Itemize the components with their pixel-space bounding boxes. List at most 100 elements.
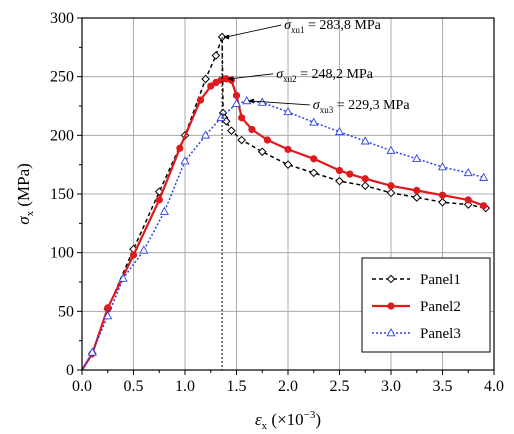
annotation-value: = 248,2 MPa bbox=[297, 67, 374, 82]
x-axis-unit: (×10 bbox=[267, 410, 304, 429]
data-point-panel1 bbox=[360, 181, 370, 191]
data-point-panel3 bbox=[360, 136, 370, 145]
data-point-panel1 bbox=[309, 168, 319, 178]
data-point-panel2 bbox=[196, 96, 205, 104]
data-point-panel2 bbox=[232, 91, 241, 100]
data-point-panel3 bbox=[103, 311, 113, 320]
data-point-panel3 bbox=[118, 273, 128, 282]
data-point-panel2 bbox=[413, 186, 421, 195]
annotation-symbol: σ bbox=[284, 18, 292, 33]
series-panel3 bbox=[81, 96, 489, 371]
data-point-panel2 bbox=[129, 251, 138, 259]
annotation-symbol: σ bbox=[276, 67, 284, 82]
data-point-panel3 bbox=[309, 117, 319, 126]
y-axis-title: σx (MPa) bbox=[14, 163, 36, 225]
legend-marker-panel1 bbox=[386, 274, 396, 284]
x-tick-label: 1.0 bbox=[175, 378, 195, 395]
data-point-panel2 bbox=[176, 144, 184, 152]
annotation-subscript: xu2 bbox=[283, 74, 297, 84]
data-point-panel3 bbox=[386, 145, 396, 154]
y-tick-label: 250 bbox=[50, 69, 74, 86]
data-point-panel3 bbox=[159, 206, 169, 215]
annotation-leader bbox=[225, 24, 282, 38]
x-tick-label: 0.0 bbox=[72, 378, 92, 395]
data-point-panel1 bbox=[227, 126, 236, 135]
data-point-panel3 bbox=[283, 106, 293, 116]
data-point-panel3 bbox=[231, 98, 242, 107]
y-tick-label: 200 bbox=[50, 127, 74, 144]
legend-label-panel1: Panel1 bbox=[420, 272, 461, 288]
legend-marker-panel3 bbox=[386, 328, 396, 337]
data-point-panel3 bbox=[242, 96, 252, 105]
x-axis-close: ) bbox=[315, 410, 321, 429]
data-point-panel2 bbox=[346, 170, 354, 178]
annotation-arrowhead bbox=[247, 98, 254, 104]
y-tick-label: 50 bbox=[58, 303, 74, 320]
x-axis-symbol: ε bbox=[255, 410, 262, 429]
annotation-label: σxu1 = 283,8 MPa bbox=[284, 18, 382, 35]
data-point-panel2 bbox=[361, 175, 369, 183]
data-point-panel1 bbox=[257, 147, 267, 157]
data-point-panel2 bbox=[207, 82, 215, 90]
data-point-panel2 bbox=[464, 196, 472, 204]
y-axis-subscript: x bbox=[24, 210, 36, 216]
series-layer bbox=[81, 32, 491, 371]
legend-label-panel3: Panel3 bbox=[420, 326, 461, 342]
legend-marker-panel2 bbox=[387, 302, 395, 310]
data-point-panel3 bbox=[334, 126, 345, 136]
y-tick-label: 100 bbox=[50, 245, 74, 262]
data-point-panel2 bbox=[263, 136, 271, 144]
x-tick-label: 3.0 bbox=[381, 378, 401, 395]
data-point-panel1 bbox=[386, 188, 396, 198]
x-tick-label: 3.5 bbox=[433, 378, 453, 395]
y-axis-unit: (MPa) bbox=[14, 163, 33, 211]
data-point-panel1 bbox=[335, 176, 344, 186]
annotation-symbol: σ bbox=[313, 98, 321, 113]
data-point-panel1 bbox=[237, 135, 246, 145]
axis-ticks: 0.0 0.5 1.0 1.5 2.0 2.5 3.0 3.5 4.0 0 50 100 150 200 2… bbox=[50, 10, 504, 395]
data-point-panel3 bbox=[180, 156, 190, 165]
annotation-value: = 283,8 MPa bbox=[304, 18, 381, 33]
data-point-panel2 bbox=[238, 114, 246, 122]
plot-frame bbox=[81, 17, 495, 371]
annotation-arrowhead bbox=[223, 34, 230, 40]
data-point-panel3 bbox=[412, 153, 422, 163]
data-point-panel2 bbox=[387, 182, 395, 190]
data-point-panel2 bbox=[480, 202, 488, 210]
x-tick-label: 0.5 bbox=[124, 378, 144, 395]
x-tick-label: 1.5 bbox=[227, 378, 247, 395]
data-point-panel3 bbox=[216, 112, 226, 121]
x-tick-label: 2.5 bbox=[330, 378, 350, 395]
series-line-panel1 bbox=[81, 36, 486, 371]
data-point-panel3 bbox=[139, 245, 149, 254]
data-point-panel1 bbox=[211, 51, 221, 60]
x-axis-superscript: −3 bbox=[304, 409, 316, 421]
data-point-panel2 bbox=[155, 196, 163, 204]
annotation-arrowhead bbox=[227, 76, 234, 82]
x-tick-label: 4.0 bbox=[484, 378, 504, 395]
annotation-subscript: xu3 bbox=[320, 105, 334, 115]
data-point-panel1 bbox=[412, 193, 422, 202]
y-tick-label: 300 bbox=[50, 10, 74, 27]
data-point-panel1 bbox=[283, 160, 293, 169]
x-tick-label: 2.0 bbox=[278, 378, 298, 395]
annotation-leader bbox=[250, 100, 310, 106]
data-point-panel3 bbox=[437, 162, 448, 171]
grid bbox=[82, 18, 494, 370]
y-tick-label: 0 bbox=[66, 362, 74, 379]
data-point-panel2 bbox=[310, 155, 318, 163]
y-tick-label: 150 bbox=[50, 186, 74, 203]
annotation-label: σxu2 = 248,2 MPa bbox=[276, 67, 374, 84]
annotation-value: = 229,3 MPa bbox=[333, 98, 410, 113]
legend: Panel1 Panel2 Panel3 bbox=[361, 257, 491, 353]
annotation-leader bbox=[230, 73, 274, 80]
data-point-panel2 bbox=[248, 125, 256, 134]
x-axis-title: εx (×10−3) bbox=[255, 409, 321, 432]
data-point-panel3 bbox=[201, 130, 211, 139]
data-point-panel2 bbox=[284, 145, 292, 154]
legend-label-panel2: Panel2 bbox=[420, 299, 461, 315]
data-point-panel3 bbox=[463, 167, 473, 177]
data-point-panel2 bbox=[335, 166, 344, 175]
